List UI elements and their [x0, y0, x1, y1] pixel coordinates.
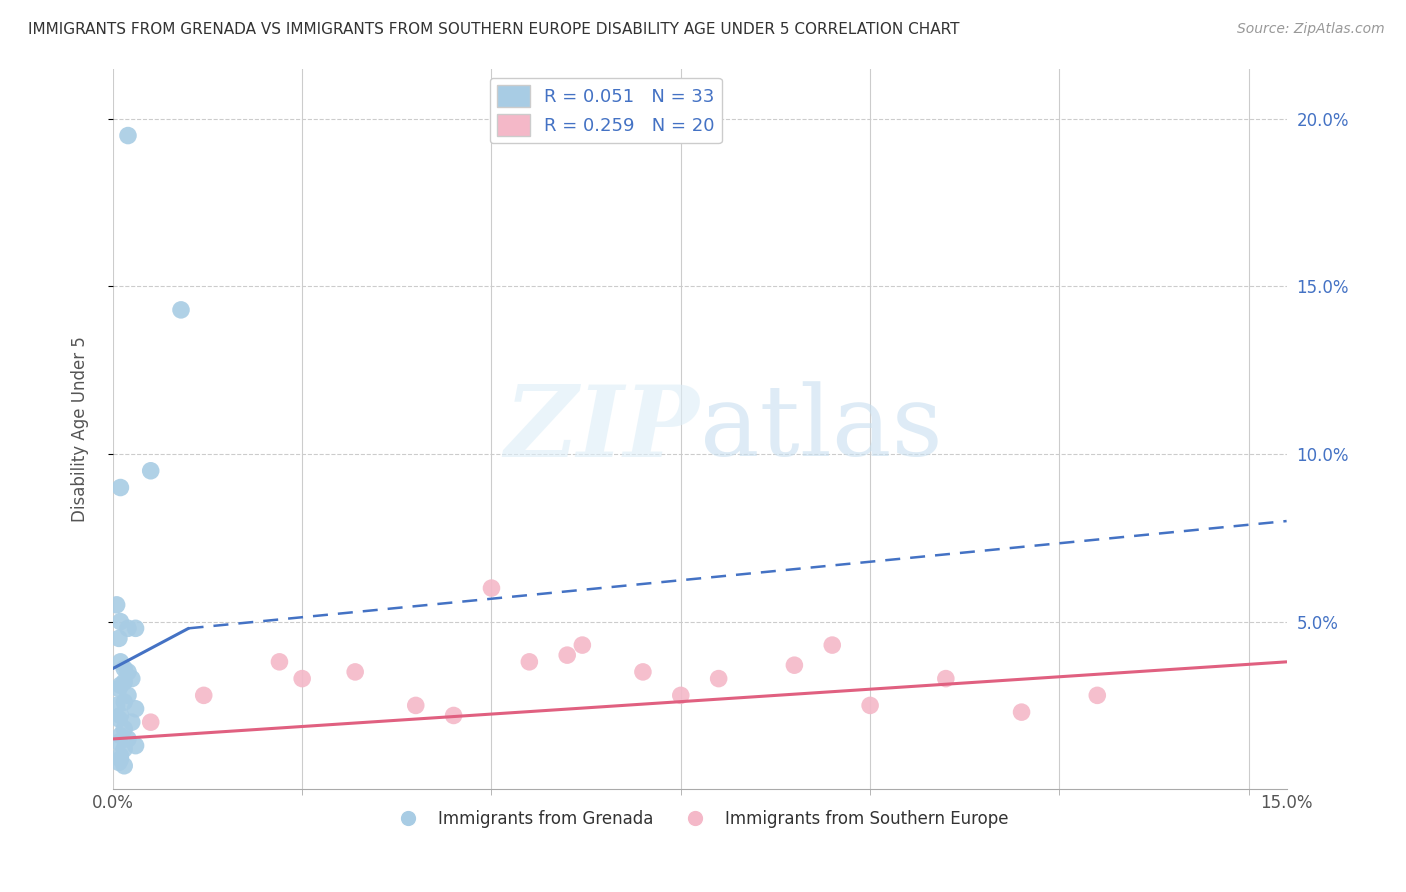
Point [344, 665, 367, 679]
Point [121, 715, 143, 730]
Point [517, 655, 540, 669]
Point [121, 672, 143, 686]
Point [555, 648, 578, 662]
Point [117, 128, 139, 143]
Point [170, 302, 193, 317]
Point [108, 712, 131, 726]
Legend: Immigrants from Grenada, Immigrants from Southern Europe: Immigrants from Grenada, Immigrants from… [384, 804, 1015, 835]
Point [112, 661, 135, 675]
Text: IMMIGRANTS FROM GRENADA VS IMMIGRANTS FROM SOUTHERN EUROPE DISABILITY AGE UNDER : IMMIGRANTS FROM GRENADA VS IMMIGRANTS FR… [28, 22, 960, 37]
Point [110, 729, 132, 743]
Point [108, 756, 131, 770]
Point [783, 658, 806, 673]
Text: Source: ZipAtlas.com: Source: ZipAtlas.com [1237, 22, 1385, 37]
Point [112, 675, 135, 690]
Point [193, 689, 215, 703]
Point [669, 689, 692, 703]
Point [269, 655, 291, 669]
Point [707, 672, 730, 686]
Point [859, 698, 882, 713]
Point [105, 698, 128, 713]
Point [108, 735, 131, 749]
Point [117, 731, 139, 746]
Point [935, 672, 957, 686]
Point [110, 748, 132, 763]
Point [443, 708, 465, 723]
Point [139, 715, 162, 730]
Point [112, 742, 135, 756]
Point [112, 722, 135, 736]
Point [631, 665, 654, 679]
Point [110, 481, 132, 495]
Point [124, 702, 146, 716]
Point [117, 621, 139, 635]
Point [124, 621, 146, 635]
Point [108, 681, 131, 696]
Point [105, 598, 128, 612]
Point [117, 689, 139, 703]
Point [110, 708, 132, 723]
Point [117, 665, 139, 679]
Point [571, 638, 593, 652]
Point [1085, 689, 1108, 703]
Point [112, 758, 135, 772]
Point [405, 698, 427, 713]
Point [108, 632, 131, 646]
Text: ZIP: ZIP [505, 381, 700, 477]
Point [110, 615, 132, 629]
Y-axis label: Disability Age Under 5: Disability Age Under 5 [72, 336, 89, 522]
Point [481, 581, 503, 595]
Point [1011, 705, 1033, 719]
Point [112, 695, 135, 709]
Point [110, 752, 132, 766]
Point [821, 638, 844, 652]
Text: atlas: atlas [700, 381, 942, 476]
Point [291, 672, 314, 686]
Point [110, 678, 132, 692]
Point [110, 655, 132, 669]
Point [139, 464, 162, 478]
Point [124, 739, 146, 753]
